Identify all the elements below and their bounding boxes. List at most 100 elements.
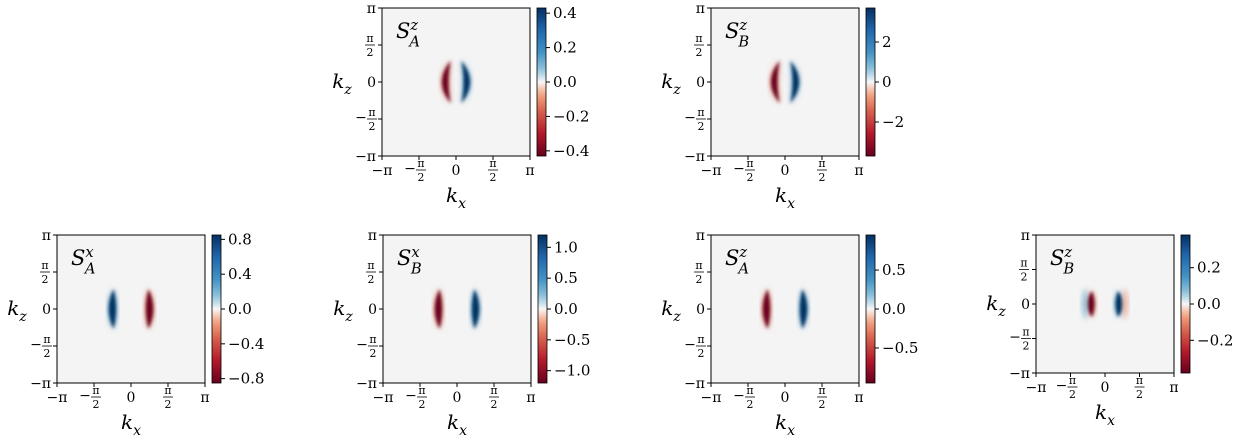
x-tick-label: π <box>1169 380 1178 396</box>
feature-arc <box>799 288 808 330</box>
y-tick-label: 0 <box>696 302 705 318</box>
feature-arc <box>434 288 443 330</box>
x-tick-label: −π <box>47 390 68 406</box>
svg-text:π: π <box>200 390 209 406</box>
x-tick-label: 0 <box>453 390 462 406</box>
y-tick-label: π <box>367 1 376 17</box>
x-tick-label: −π <box>373 390 394 406</box>
svg-text:−: − <box>405 388 417 404</box>
svg-text:−π: −π <box>30 376 51 392</box>
svg-text:π: π <box>695 259 702 272</box>
svg-text:π: π <box>696 228 705 244</box>
colorbar-tick-label: 0.2 <box>1197 259 1221 277</box>
x-tick-label: −π <box>701 163 722 179</box>
svg-text:−π: −π <box>1009 366 1030 382</box>
svg-text:π: π <box>746 157 753 170</box>
y-tick-label: π2 <box>1019 257 1029 284</box>
feature-arc <box>762 288 771 330</box>
heatmap-background <box>711 235 859 383</box>
svg-text:−π: −π <box>373 390 394 406</box>
svg-text:2: 2 <box>696 273 703 286</box>
svg-text:π: π <box>854 163 863 179</box>
colorbar <box>865 7 876 157</box>
svg-text:π: π <box>368 106 375 119</box>
svg-text:2: 2 <box>696 46 703 59</box>
feature-crescent <box>461 60 470 104</box>
x-axis-label: kx <box>121 410 141 439</box>
y-tick-label: π2 <box>694 259 704 286</box>
svg-text:2: 2 <box>418 171 425 184</box>
y-tick-label: −π <box>355 149 376 165</box>
x-tick-label: − π2 <box>404 157 426 184</box>
colorbar-tick-label: −0.4 <box>228 335 264 353</box>
svg-text:π: π <box>92 384 99 397</box>
feature-arc <box>471 288 480 330</box>
svg-text:2: 2 <box>747 398 754 411</box>
x-tick-label: π2 <box>817 157 827 184</box>
svg-text:−: − <box>355 110 367 126</box>
svg-text:−: − <box>356 337 368 353</box>
svg-text:−: − <box>733 161 745 177</box>
svg-text:0: 0 <box>42 302 51 318</box>
svg-text:−π: −π <box>701 163 722 179</box>
svg-text:−π: −π <box>684 376 705 392</box>
y-tick-label: π <box>696 1 705 17</box>
colorbar-tick-label: 0.8 <box>228 230 252 248</box>
x-tick-label: −π <box>1026 380 1047 396</box>
y-tick-label: − π2 <box>356 333 378 360</box>
svg-text:π: π <box>818 157 825 170</box>
x-axis-label: kx <box>775 410 795 439</box>
colorbar-tick-label: −2 <box>882 113 904 131</box>
y-tick-label: −π <box>1009 366 1030 382</box>
x-axis-label: kx <box>447 410 467 439</box>
y-axis-label: kz <box>661 69 681 98</box>
svg-text:0: 0 <box>367 75 376 91</box>
svg-text:π: π <box>490 384 497 397</box>
x-tick-label: − π2 <box>405 384 427 411</box>
colorbar-tick-label: 0.4 <box>228 265 252 283</box>
svg-text:−π: −π <box>355 149 376 165</box>
svg-text:−π: −π <box>47 390 68 406</box>
y-tick-label: π <box>1021 228 1030 244</box>
colorbar-tick-label: 0.0 <box>1197 295 1221 313</box>
svg-text:2: 2 <box>490 171 497 184</box>
panel-title: Sz A <box>725 244 749 277</box>
y-tick-label: 0 <box>696 75 705 91</box>
feature-arc <box>108 288 117 330</box>
feature-arc <box>1082 287 1088 321</box>
svg-text:π: π <box>367 1 376 17</box>
x-tick-label: − π2 <box>733 157 755 184</box>
svg-text:2: 2 <box>369 120 376 133</box>
feature-arc <box>1115 290 1123 318</box>
x-tick-label: −π <box>701 390 722 406</box>
svg-text:π: π <box>1136 374 1143 387</box>
colorbar-tick-label: −0.5 <box>882 339 918 357</box>
svg-text:π: π <box>43 333 50 346</box>
svg-text:2: 2 <box>491 398 498 411</box>
panel-title: Sx B <box>397 244 422 277</box>
x-tick-label: 0 <box>781 163 790 179</box>
y-axis-label: kz <box>986 291 1006 320</box>
y-tick-label: −π <box>30 376 51 392</box>
colorbar-tick-label: 2 <box>882 33 892 51</box>
svg-text:2: 2 <box>368 273 375 286</box>
x-tick-label: π2 <box>489 384 499 411</box>
x-tick-label: π <box>854 163 863 179</box>
svg-text:2: 2 <box>747 171 754 184</box>
x-tick-label: π <box>525 163 534 179</box>
x-axis-label: kx <box>446 183 466 212</box>
x-tick-label: − π2 <box>733 384 755 411</box>
colorbar-tick-label: −0.8 <box>228 370 264 388</box>
colorbar-tick-label: 1.0 <box>554 238 578 256</box>
svg-text:−: − <box>1009 330 1021 346</box>
heatmap-features <box>434 288 480 330</box>
svg-text:π: π <box>42 228 51 244</box>
svg-text:0: 0 <box>781 390 790 406</box>
